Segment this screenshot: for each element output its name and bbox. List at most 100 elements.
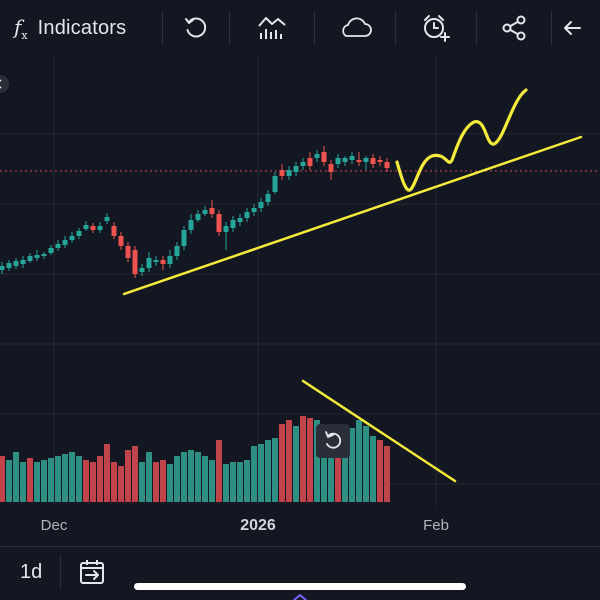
volume-bar [251, 446, 257, 502]
indicators-button[interactable]: fx Indicators [0, 0, 162, 56]
candle [132, 246, 138, 278]
indicators-label: Indicators [37, 16, 127, 39]
volume-bar [377, 440, 383, 502]
candle [83, 221, 89, 231]
left-scroll-handle[interactable] [0, 75, 9, 93]
volume-bar [69, 452, 75, 502]
candle [181, 226, 187, 250]
volume-bar [167, 464, 173, 502]
volume-bar [90, 462, 96, 502]
candle [342, 156, 348, 166]
cloud-icon [342, 17, 372, 37]
volume-bar [202, 456, 208, 502]
volume-bar [237, 462, 243, 502]
volume-reset-button[interactable] [316, 424, 350, 458]
candle [76, 228, 82, 239]
volume-bar [97, 456, 103, 502]
back-button[interactable] [552, 0, 582, 56]
candle [349, 152, 355, 164]
candle [251, 204, 257, 216]
volume-bar [48, 458, 54, 502]
x-axis: Dec 2026 Feb [41, 517, 449, 534]
candle [6, 260, 12, 271]
candle [223, 222, 229, 250]
volume-bar [160, 460, 166, 502]
volume-bar [27, 458, 33, 502]
reset-icon [325, 431, 342, 449]
candle [41, 252, 47, 259]
toolbar-divider [551, 11, 552, 45]
volume-bar [223, 464, 229, 502]
volume-bar [328, 434, 334, 502]
candle [139, 264, 145, 276]
volume-bar [321, 432, 327, 502]
candle [97, 222, 103, 233]
trendline-volume-decline[interactable] [301, 379, 457, 483]
volume-bar [83, 460, 89, 502]
drawings[interactable] [122, 88, 583, 483]
candle [363, 156, 369, 170]
candle [244, 208, 250, 222]
projection-squiggle[interactable] [395, 88, 528, 192]
undo-icon [185, 17, 207, 38]
candle [370, 154, 376, 168]
date-range-icon [80, 560, 104, 584]
volume-bar [244, 460, 250, 502]
volume-bar [153, 462, 159, 502]
candle [356, 152, 362, 166]
cloud-button[interactable] [315, 0, 395, 56]
top-toolbar: fx Indicators [0, 0, 600, 56]
candle [300, 158, 306, 170]
volume-bars [0, 416, 390, 502]
volume-bar [209, 460, 215, 502]
alert-clock-icon [424, 15, 450, 42]
chart-type-button[interactable] [230, 0, 314, 56]
volume-bar [174, 456, 180, 502]
volume-bar [55, 456, 61, 502]
candlesticks [0, 146, 390, 278]
volume-bar [195, 452, 201, 502]
volume-bar [62, 454, 68, 502]
candle [307, 152, 313, 170]
candle [153, 256, 159, 266]
volume-bar [125, 450, 131, 502]
volume-bar [139, 462, 145, 502]
candle [321, 146, 327, 166]
candle [13, 258, 19, 269]
candle [216, 210, 222, 236]
undo-button[interactable] [163, 0, 229, 56]
x-axis-label-2026: 2026 [240, 517, 276, 534]
toolbar-divider [229, 11, 230, 45]
candle [48, 245, 54, 255]
candle [265, 190, 271, 206]
trendline-support[interactable] [122, 135, 583, 296]
volume-bar [34, 462, 40, 502]
candle [314, 150, 320, 162]
volume-bar [230, 462, 236, 502]
volume-bar [132, 446, 138, 502]
volume-bar [314, 420, 320, 502]
candle [62, 236, 68, 248]
alert-button[interactable] [396, 0, 476, 56]
volume-bar [104, 444, 110, 502]
chart-area[interactable]: Dec 2026 Feb [0, 56, 600, 546]
price-chart[interactable]: Dec 2026 Feb [0, 56, 600, 546]
candle [27, 253, 33, 263]
volume-bar [13, 452, 19, 502]
share-button[interactable] [477, 0, 551, 56]
volume-bar [349, 428, 355, 502]
home-indicator [134, 583, 466, 590]
candle [335, 154, 341, 168]
candle [55, 240, 61, 251]
x-axis-label-dec: Dec [41, 517, 68, 534]
candle [230, 216, 236, 232]
volume-bar [293, 426, 299, 502]
interval-button[interactable]: 1d [20, 561, 43, 583]
volume-bar [118, 466, 124, 502]
date-range-button[interactable] [78, 557, 108, 592]
volume-bar [300, 416, 306, 502]
volume-bar [272, 438, 278, 502]
toolbar-divider [476, 11, 477, 45]
candle [209, 200, 215, 218]
candle [118, 232, 124, 250]
